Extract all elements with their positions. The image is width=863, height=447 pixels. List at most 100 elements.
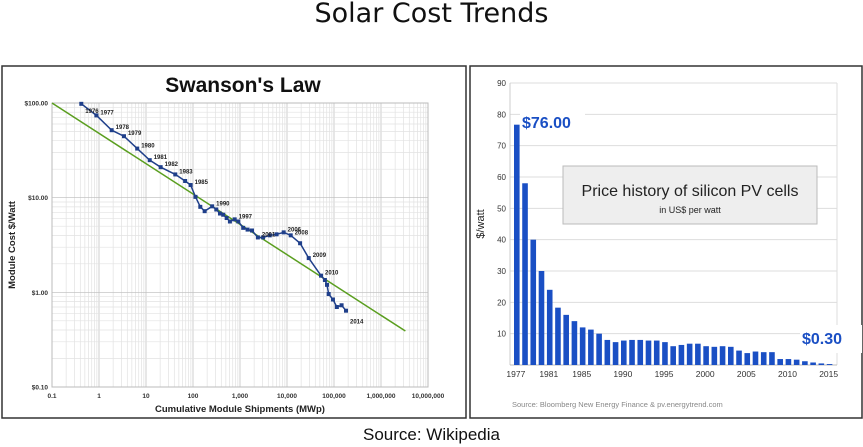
- data-point: [94, 113, 99, 118]
- year-label: 2001: [262, 232, 276, 238]
- x-tick-label: 2015: [819, 369, 838, 379]
- year-label: 1985: [195, 180, 209, 186]
- bar-1987: [596, 333, 602, 365]
- data-point: [249, 228, 254, 233]
- y-tick-label: $0.10: [32, 385, 49, 392]
- year-label: 1982: [165, 162, 179, 168]
- data-point: [79, 101, 84, 106]
- year-label: 1979: [128, 131, 142, 137]
- year-label: 1980: [141, 144, 155, 150]
- annotation-start-price: $76.00: [522, 115, 571, 132]
- y-tick-label: 40: [497, 236, 506, 245]
- year-label: 1978: [116, 125, 130, 131]
- data-point: [183, 178, 188, 183]
- y-tick-label: $10.00: [28, 195, 48, 202]
- data-point: [319, 273, 324, 278]
- x-tick-label: 2000: [696, 369, 715, 379]
- year-label: 1990: [216, 201, 230, 207]
- bar-1980: [538, 271, 545, 365]
- y-tick-label: 10: [497, 330, 506, 339]
- bar-1992: [637, 339, 644, 365]
- x-tick-label: 2010: [778, 369, 797, 379]
- bar-2003: [728, 346, 734, 365]
- data-point: [135, 146, 140, 151]
- bar-1981: [546, 289, 553, 365]
- year-label: 2006: [288, 227, 302, 233]
- bar-1993: [645, 340, 652, 365]
- y-tick-label: 80: [497, 110, 506, 119]
- bar-1978: [522, 183, 528, 365]
- x-tick-label: 1: [97, 393, 101, 400]
- year-label: 1983: [179, 169, 193, 175]
- bar-1977: [514, 124, 520, 365]
- data-point: [288, 233, 293, 238]
- data-point: [281, 230, 286, 235]
- y-tick-label: 70: [497, 142, 506, 151]
- bar-2006: [752, 351, 759, 365]
- bar-1996: [670, 346, 676, 365]
- y-tick-label: 50: [497, 204, 506, 213]
- year-label: 2014: [350, 320, 364, 326]
- data-point: [158, 165, 163, 170]
- slide-source: Source: Wikipedia: [362, 425, 500, 444]
- data-point: [236, 219, 241, 224]
- bar-2010: [785, 359, 792, 365]
- y-tick-label: 30: [497, 267, 506, 276]
- data-point: [334, 304, 339, 309]
- left-chart-title: Swanson's Law: [165, 74, 321, 97]
- bar-1986: [588, 329, 594, 365]
- bar-2011: [793, 359, 800, 365]
- x-tick-label: 2005: [737, 369, 756, 379]
- bar-2013: [810, 362, 816, 365]
- right-y-axis-label: $/watt: [475, 209, 487, 238]
- data-point: [109, 128, 114, 133]
- bar-2002: [719, 346, 726, 365]
- annotation-end-price: $0.30: [802, 331, 842, 348]
- bar-1997: [678, 344, 685, 365]
- y-tick-label: $1.00: [32, 290, 49, 297]
- x-tick-label: 10: [142, 393, 150, 400]
- data-point: [241, 225, 246, 230]
- data-point: [339, 303, 344, 308]
- bar-2012: [802, 361, 808, 365]
- y-tick-label: 20: [497, 298, 506, 307]
- bar-1999: [695, 343, 701, 365]
- x-tick-label: 1990: [613, 369, 632, 379]
- data-point: [121, 134, 126, 139]
- x-tick-label: 1981: [539, 369, 558, 379]
- bar-1979: [530, 239, 537, 365]
- bar-1990: [621, 340, 627, 365]
- year-label: 1981: [154, 155, 168, 161]
- x-tick-label: 1995: [655, 369, 674, 379]
- bar-1998: [686, 343, 693, 365]
- data-point: [255, 235, 260, 240]
- bar-2015: [826, 364, 833, 365]
- data-point: [227, 219, 232, 224]
- bar-2008: [769, 352, 775, 365]
- data-point: [198, 204, 203, 209]
- year-label: 2009: [313, 253, 327, 259]
- left-y-axis-label: Module Cost $/Watt: [7, 200, 18, 289]
- year-label: 1977: [100, 110, 114, 116]
- bar-2005: [744, 353, 751, 365]
- data-point: [261, 235, 266, 240]
- data-point: [217, 211, 222, 216]
- x-tick-label: 10,000,000: [412, 393, 445, 400]
- slide-title: Solar Cost Trends: [314, 0, 549, 29]
- y-tick-label: 90: [497, 79, 506, 88]
- bar-2004: [736, 350, 742, 365]
- data-point: [325, 282, 330, 287]
- data-point: [224, 215, 229, 220]
- data-point: [232, 217, 237, 222]
- bar-2009: [777, 359, 783, 365]
- year-label: 1997: [239, 214, 253, 220]
- x-tick-label: 1,000: [232, 393, 249, 400]
- bar-2000: [703, 346, 709, 365]
- trend-line: [51, 102, 406, 332]
- bar-2014: [818, 363, 825, 365]
- left-x-axis-label: Cumulative Module Shipments (MWp): [155, 404, 325, 415]
- year-label: 2008: [295, 230, 309, 236]
- data-point: [274, 232, 279, 237]
- data-point: [221, 212, 226, 217]
- data-point: [147, 158, 152, 163]
